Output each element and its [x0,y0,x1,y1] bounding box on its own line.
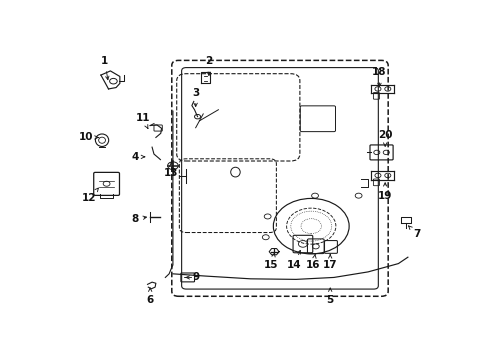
Text: 7: 7 [408,226,420,239]
Text: 16: 16 [305,255,320,270]
Text: 2: 2 [205,56,212,76]
Text: 12: 12 [82,188,98,203]
Text: 6: 6 [146,288,154,305]
Text: 18: 18 [371,67,386,86]
Text: 9: 9 [186,273,199,283]
Text: 8: 8 [131,214,146,224]
Text: 10: 10 [79,132,99,143]
Text: 17: 17 [322,254,337,270]
Text: 4: 4 [131,152,144,162]
Text: 14: 14 [286,251,301,270]
Text: 15: 15 [264,253,278,270]
Text: 19: 19 [377,183,391,201]
Text: 1: 1 [101,56,109,80]
Text: 13: 13 [163,163,178,179]
Text: 3: 3 [192,88,199,107]
Text: 5: 5 [326,288,333,305]
Text: 11: 11 [135,113,149,129]
Text: 20: 20 [377,130,391,146]
FancyBboxPatch shape [171,60,387,296]
